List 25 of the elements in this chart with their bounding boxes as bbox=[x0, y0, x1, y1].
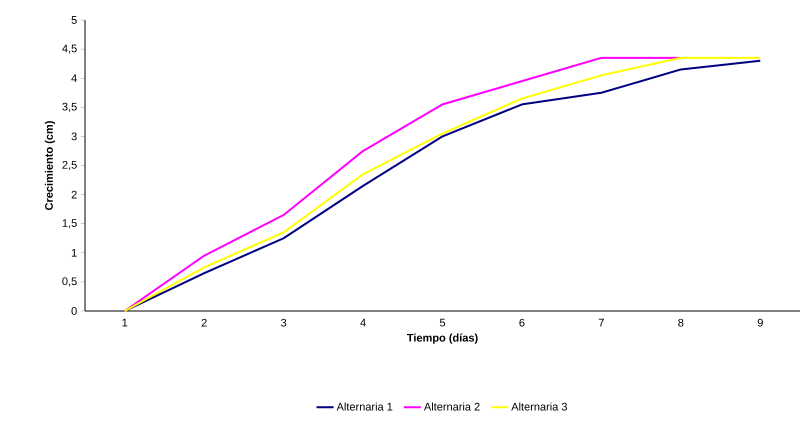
legend-label: Alternaria 2 bbox=[424, 402, 480, 411]
x-tick-label: 6 bbox=[519, 318, 525, 327]
x-axis-title: Tiempo (días) bbox=[406, 333, 478, 344]
legend-label: Alternaria 3 bbox=[511, 402, 567, 411]
x-tick-label: 7 bbox=[598, 318, 604, 326]
y-tick-label: 1 bbox=[72, 249, 77, 257]
x-tick-label: 9 bbox=[758, 318, 763, 327]
x-tick-label: 5 bbox=[440, 318, 446, 326]
y-tick-label: 3,5 bbox=[62, 102, 77, 112]
y-tick-label: 4,5 bbox=[62, 44, 77, 54]
x-tick-label: 8 bbox=[678, 318, 684, 327]
y-tick-label: 2 bbox=[72, 190, 77, 198]
x-tick-label: 3 bbox=[280, 318, 286, 327]
y-tick-label: 3 bbox=[72, 132, 77, 140]
y-tick-label: 2,5 bbox=[62, 160, 77, 170]
legend-label: Alternaria 1 bbox=[336, 402, 392, 411]
y-tick-label: 0,5 bbox=[62, 277, 77, 286]
x-tick-label: 4 bbox=[360, 318, 366, 326]
x-tick-label: 2 bbox=[202, 318, 207, 326]
y-tick-label: 1,5 bbox=[62, 219, 77, 228]
y-axis-title: Crecimiento (cm) bbox=[44, 121, 56, 210]
x-tick-label: 1 bbox=[122, 318, 128, 326]
y-tick-label: 4 bbox=[71, 74, 77, 82]
y-tick-label: 0 bbox=[72, 307, 77, 315]
y-tick-label: 5 bbox=[72, 16, 77, 24]
